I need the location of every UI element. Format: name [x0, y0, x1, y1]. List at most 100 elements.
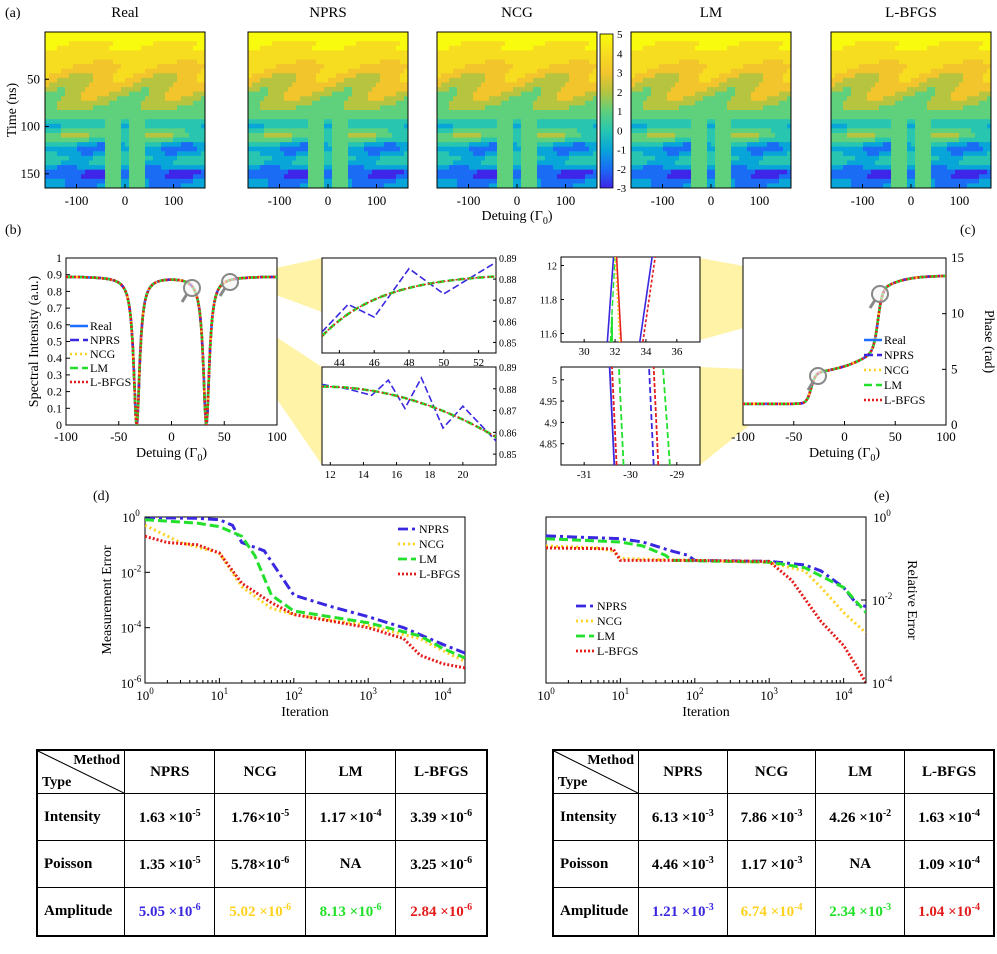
heatmap-cell [561, 59, 566, 65]
heatmap-cell [161, 132, 166, 138]
heatmap-cell [565, 114, 570, 120]
heatmap-cell [284, 183, 289, 189]
heatmap-cell [53, 183, 58, 189]
heatmap-cell [683, 119, 688, 125]
heatmap-cell [352, 73, 357, 79]
heatmap-cell [457, 151, 462, 157]
heatmap-cell [457, 174, 462, 180]
heatmap-cell [537, 36, 542, 42]
heatmap-cell [577, 142, 582, 148]
heatmap-cell [441, 146, 446, 152]
heatmap-cell [380, 169, 385, 175]
heatmap-cell [356, 105, 361, 111]
heatmap-cell [256, 169, 261, 175]
heatmap-cell [201, 96, 206, 102]
heatmap-cell [304, 119, 309, 125]
heatmap-cell [731, 105, 736, 111]
heatmap-cell [165, 151, 170, 157]
heatmap-cell [735, 123, 740, 129]
heatmap-cell [268, 132, 273, 138]
heatmap-cell [65, 50, 70, 56]
heatmap-cell [109, 119, 114, 125]
heatmap-cell [165, 128, 170, 134]
heatmap-cell [497, 128, 502, 134]
heatmap-cell [292, 68, 297, 74]
heatmap-cell [340, 128, 345, 134]
heatmap-cell [165, 91, 170, 97]
heatmap-cell [505, 155, 510, 161]
heatmap-cell [61, 155, 66, 161]
heatmap-cell [529, 45, 534, 51]
heatmap-cell [189, 77, 194, 83]
heatmap-cell [380, 45, 385, 51]
heatmap-cell [679, 123, 684, 129]
heatmap-cell [449, 146, 454, 152]
heatmap-cell [404, 119, 409, 125]
heatmap-cell [121, 110, 126, 115]
heatmap-cell [489, 36, 494, 42]
heatmap-cell [585, 114, 590, 120]
heatmap-cell [57, 146, 62, 152]
heatmap-cell [437, 123, 442, 129]
heatmap-cell [525, 123, 530, 129]
heatmap-cell [57, 59, 62, 65]
heatmap-cell [384, 142, 389, 148]
heatmap-cell [69, 64, 74, 70]
heatmap-cell [639, 59, 644, 65]
heatmap-cell [469, 178, 474, 184]
heatmap-cell [481, 174, 486, 180]
heatmap-cell [61, 82, 66, 88]
heatmap-cell [280, 64, 285, 70]
heatmap-cell [585, 183, 590, 189]
heatmap-cell [121, 77, 126, 83]
heatmap-cell [121, 146, 126, 152]
heatmap-cell [264, 169, 269, 175]
heatmap-cell [372, 91, 377, 97]
heatmap-cell [141, 132, 146, 138]
heatmap-cell [165, 114, 170, 120]
heatmap-cell [743, 114, 748, 120]
heatmap-cell [280, 183, 285, 189]
heatmap-cell [121, 96, 126, 102]
heatmap-cell [477, 151, 482, 157]
heatmap-cell [759, 73, 764, 79]
heatmap-cell [189, 132, 194, 138]
heatmap-cell [89, 160, 94, 166]
heatmap-cell [121, 36, 126, 42]
heatmap-cell [372, 50, 377, 56]
heatmap-cell [505, 77, 510, 83]
heatmap-cell [639, 32, 644, 37]
heatmap-cell [129, 64, 134, 70]
heatmap-cell [569, 123, 574, 129]
heatmap-cell [585, 36, 590, 42]
heatmap-cell [85, 142, 90, 148]
heatmap-cell [529, 178, 534, 184]
heatmap-cell [304, 110, 309, 115]
heatmap-cell [647, 100, 652, 106]
heatmap-cell [296, 110, 301, 115]
heatmap-cell [509, 87, 514, 93]
heatmap-cell [501, 169, 506, 175]
heatmap-cell [537, 68, 542, 74]
heatmap-cell [69, 91, 74, 97]
heatmap-cell [260, 155, 265, 161]
heatmap-cell [723, 41, 728, 47]
heatmap-cell [675, 54, 680, 60]
heatmap-cell [129, 77, 134, 83]
heatmap-cell [655, 100, 660, 106]
heatmap-cell [328, 183, 333, 189]
heatmap-cell [121, 178, 126, 184]
heatmap-cell [97, 45, 102, 51]
heatmap-cell [73, 77, 78, 83]
heatmap-cell [755, 119, 760, 125]
heatmap-cell [557, 183, 562, 189]
heatmap-cell [667, 110, 672, 115]
heatmap-cell [129, 128, 134, 134]
heatmap-cell [304, 91, 309, 97]
heatmap-cell [635, 36, 640, 42]
heatmap-cell [489, 68, 494, 74]
heatmap-cell [65, 155, 70, 161]
heatmap-cell [437, 160, 442, 166]
heatmap-cell [292, 142, 297, 148]
heatmap-cell [473, 142, 478, 148]
